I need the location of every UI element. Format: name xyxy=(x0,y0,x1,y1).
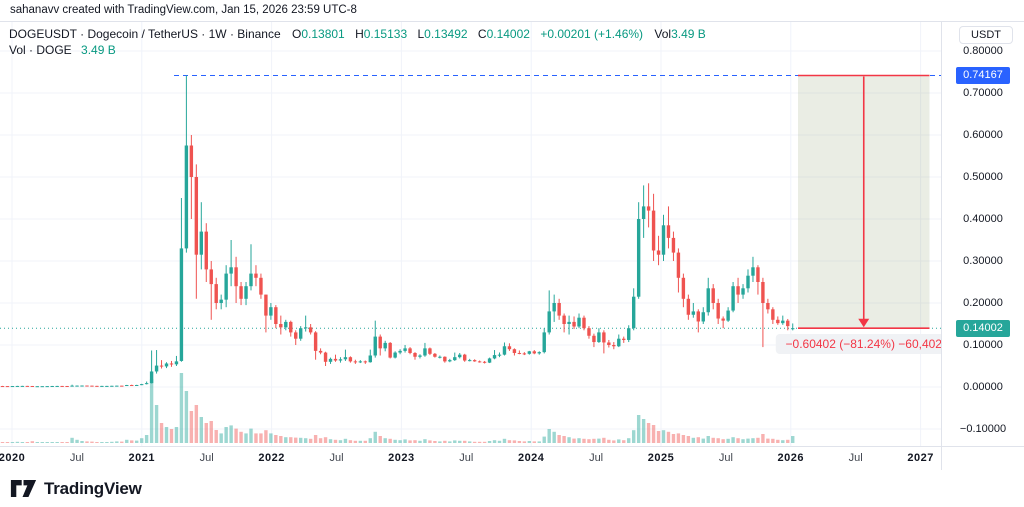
price-axis-label: 0.40000 xyxy=(963,213,1003,225)
time-axis-year-label: 2026 xyxy=(777,452,805,464)
tradingview-logo-link[interactable]: TradingView xyxy=(10,478,142,499)
time-axis-month-label: Jul xyxy=(459,452,474,464)
footer-bar: TradingView xyxy=(0,470,1024,507)
price-badge: 0.74167 xyxy=(956,66,1010,84)
legend-row-main: DOGEUSDT · Dogecoin / TetherUS · 1W · Bi… xyxy=(9,26,713,42)
volume-pair: Vol3.49 B xyxy=(654,27,705,41)
open-label: O xyxy=(292,27,302,41)
time-axis-year-label: 2020 xyxy=(0,452,26,464)
volume-label: Vol xyxy=(654,27,672,41)
price-axis[interactable]: USDT 0.80000 0.70000 0.60000 0.50000 0.40000… xyxy=(941,22,1024,446)
time-axis-year-label: 2027 xyxy=(907,452,934,464)
close-label: C xyxy=(477,27,487,41)
volume-series xyxy=(0,373,795,443)
price-axis-label: 0.60000 xyxy=(963,129,1003,141)
time-axis-year-label: 2021 xyxy=(128,452,156,464)
low-label: L xyxy=(417,27,425,41)
tradingview-logo-icon xyxy=(10,479,37,498)
time-axis-month-label: Jul xyxy=(199,452,214,464)
time-axis-month-label: Jul xyxy=(69,452,84,464)
change-value: +0.00201 (+1.46%) xyxy=(540,27,644,41)
time-axis-year-label: 2024 xyxy=(517,452,545,464)
time-axis-month-label: Jul xyxy=(848,452,863,464)
close-value-pair: C0.14002 xyxy=(478,27,530,41)
volume-indicator-label[interactable]: Vol · DOGE xyxy=(9,43,72,57)
price-axis-label: −0.10000 xyxy=(959,423,1007,435)
price-axis-label: 0.30000 xyxy=(963,255,1003,267)
price-axis-label: 0.00000 xyxy=(963,381,1003,393)
open-value: 0.13801 xyxy=(301,27,345,41)
open-value-pair: O0.13801 xyxy=(292,27,345,41)
time-axis-month-label: Jul xyxy=(589,452,604,464)
chart-legend: DOGEUSDT · Dogecoin / TetherUS · 1W · Bi… xyxy=(9,26,713,58)
export-attribution-bar: sahanavv created with TradingView.com, J… xyxy=(0,0,1024,22)
price-range-measure-label[interactable]: −0.60402 (−81.24%) −60,402 xyxy=(775,334,952,355)
chart-canvas[interactable] xyxy=(0,22,941,446)
price-axis-label: 0.20000 xyxy=(963,297,1003,309)
candlestick-series[interactable] xyxy=(0,75,795,388)
price-range-measure-text: −0.60402 (−81.24%) −60,402 xyxy=(785,337,942,352)
price-axis-label: 0.10000 xyxy=(963,339,1003,351)
legend-row-volume: Vol · DOGE 3.49 B xyxy=(9,42,713,58)
high-value-pair: H0.15133 xyxy=(355,27,407,41)
price-axis-label: 0.70000 xyxy=(963,87,1003,99)
low-value: 0.13492 xyxy=(424,27,468,41)
export-attribution-text: sahanavv created with TradingView.com, J… xyxy=(10,4,357,16)
price-badge: 0.14002 xyxy=(956,319,1010,337)
time-axis[interactable]: 2020 Jul 2021 Jul 2022 Jul 2023 Jul 2024 Jul 2025 J… xyxy=(0,446,1024,471)
time-axis-year-label: 2023 xyxy=(388,452,415,464)
high-value: 0.15133 xyxy=(363,27,408,41)
high-label: H xyxy=(355,27,364,41)
volume-value: 3.49 B xyxy=(671,27,706,41)
time-axis-year-label: 2022 xyxy=(258,452,285,464)
price-range-drawing[interactable] xyxy=(798,74,930,329)
time-axis-corner-cell xyxy=(941,447,1024,471)
close-value: 0.14002 xyxy=(486,27,530,41)
tradingview-brand-text: TradingView xyxy=(44,478,142,498)
chart-pane[interactable]: DOGEUSDT · Dogecoin / TetherUS · 1W · Bi… xyxy=(0,22,952,446)
time-axis-month-label: Jul xyxy=(329,452,344,464)
volume-indicator-value: 3.49 B xyxy=(81,43,116,57)
grid-lines xyxy=(0,22,941,446)
price-axis-label: 0.80000 xyxy=(963,45,1003,57)
currency-toggle-button[interactable]: USDT xyxy=(959,26,1013,44)
time-axis-year-label: 2025 xyxy=(647,452,675,464)
price-axis-label: 0.50000 xyxy=(963,171,1003,183)
low-value-pair: L0.13492 xyxy=(417,27,467,41)
time-axis-month-label: Jul xyxy=(718,452,733,464)
symbol-title[interactable]: DOGEUSDT · Dogecoin / TetherUS · 1W · Bi… xyxy=(9,27,281,41)
